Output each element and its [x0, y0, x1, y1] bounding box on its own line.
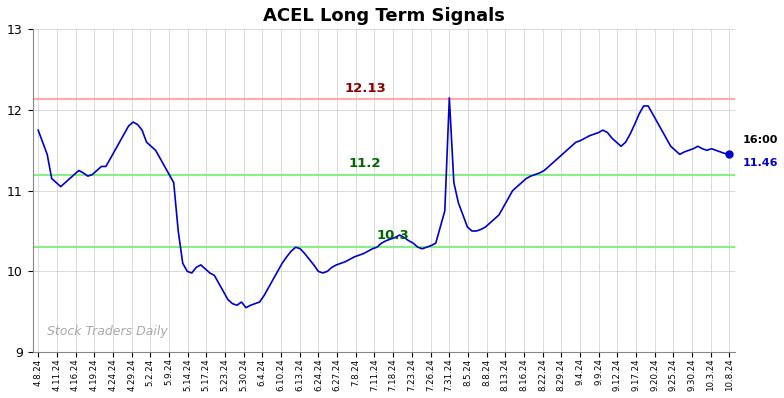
- Text: 11.2: 11.2: [349, 157, 381, 170]
- Text: 10.3: 10.3: [377, 229, 409, 242]
- Text: Stock Traders Daily: Stock Traders Daily: [48, 324, 169, 338]
- Text: 16:00: 16:00: [742, 135, 778, 146]
- Text: 11.46: 11.46: [742, 158, 778, 168]
- Text: 12.13: 12.13: [344, 82, 386, 95]
- Title: ACEL Long Term Signals: ACEL Long Term Signals: [263, 7, 505, 25]
